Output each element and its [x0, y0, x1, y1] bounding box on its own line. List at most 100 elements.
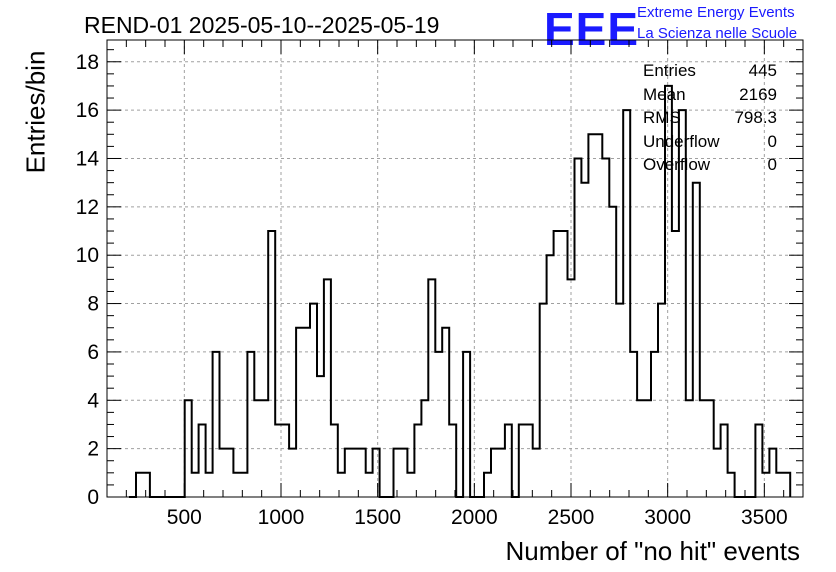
histogram-bin [254, 400, 261, 497]
x-tick-label: 3500 [741, 506, 788, 529]
y-tick-label: 0 [87, 486, 99, 509]
histogram-bin [630, 352, 637, 497]
histogram-bin [686, 400, 693, 497]
stats-label: Overflow [643, 155, 711, 175]
histogram-bin [289, 449, 296, 497]
stats-row: Overflow 0 [643, 153, 777, 177]
histogram-bin [345, 449, 352, 497]
histogram-bin [233, 473, 240, 497]
y-tick-label: 10 [76, 244, 99, 267]
eee-logo-mark: EEE [544, 3, 640, 55]
histogram-bin [762, 473, 769, 497]
histogram-bin [275, 424, 282, 497]
x-tick-label: 2000 [451, 506, 498, 529]
histogram-bin [240, 473, 247, 497]
histogram-bin [435, 352, 442, 497]
histogram-bin [574, 158, 581, 497]
histogram-bin [637, 400, 644, 497]
histogram-bin [693, 183, 700, 497]
histogram-bin [609, 207, 616, 497]
histogram-bin [616, 304, 623, 497]
stats-row: RMS 798.3 [643, 106, 777, 130]
histogram-bin [700, 400, 707, 497]
histogram-bin [602, 158, 609, 497]
histogram-bin [651, 352, 658, 497]
histogram-bin [366, 473, 373, 497]
histogram-bin [331, 424, 338, 497]
histogram-bin [220, 449, 227, 497]
histogram-bin [226, 449, 233, 497]
histogram-bin [143, 473, 150, 497]
histogram-bin [394, 449, 401, 497]
y-tick-label: 2 [87, 438, 99, 461]
histogram-bin [449, 424, 456, 497]
histogram-bin [282, 424, 289, 497]
histogram-bin [192, 473, 199, 497]
stats-value: 2169 [739, 84, 777, 104]
stats-value: 798.3 [734, 108, 777, 128]
histogram-bin [213, 352, 220, 497]
histogram-bin [644, 400, 651, 497]
histogram-bin [442, 328, 449, 497]
histogram-bin [498, 449, 505, 497]
histogram-bin [776, 473, 783, 497]
histogram-bin [540, 304, 547, 497]
histogram-bin [421, 400, 428, 497]
histogram-bin [623, 110, 630, 497]
histogram-series [129, 84, 792, 498]
histogram-bin [714, 449, 721, 497]
x-tick-label: 1000 [258, 506, 305, 529]
histogram-bin [400, 449, 407, 497]
stats-row: Mean 2169 [643, 83, 777, 107]
histogram-bin [526, 424, 533, 497]
histogram-bin [561, 231, 568, 497]
histogram-bin [414, 424, 421, 497]
y-tick-label: 14 [76, 147, 100, 170]
histogram-bin [428, 279, 435, 497]
histogram-bin [769, 449, 776, 497]
chart-title: REND-01 2025-05-10--2025-05-19 [84, 12, 440, 38]
histogram-bin [247, 352, 254, 497]
x-tick-label: 2500 [548, 506, 595, 529]
histogram-bin [463, 352, 470, 497]
histogram-bin [185, 400, 192, 497]
histogram-bin [261, 400, 268, 497]
stats-box: Entries 445 Mean 2169 RMS 798.3 Underflow 0 Over… [643, 59, 777, 177]
logo-line-1: Extreme Energy Events [637, 4, 795, 21]
histogram-bin [505, 424, 512, 497]
histogram-bin [721, 424, 728, 497]
histogram-bin [595, 134, 602, 497]
stats-value: 445 [748, 61, 777, 80]
histogram-bin [310, 304, 317, 497]
histogram-bin [484, 473, 491, 497]
stats-label: Mean [643, 84, 686, 104]
histogram-bin [554, 231, 561, 497]
stats-label: RMS [643, 108, 681, 128]
x-tick-label: 500 [167, 506, 202, 529]
histogram-bin [317, 376, 324, 497]
histogram-bin [568, 279, 575, 497]
y-tick-label: 8 [87, 293, 99, 316]
histogram-bin [303, 328, 310, 497]
histogram-bin [373, 449, 380, 497]
histogram-bin [755, 424, 762, 497]
histogram-bin [581, 183, 588, 497]
y-tick-label: 4 [87, 389, 99, 412]
logo-line-2: La Scienza nelle Scuole [637, 25, 798, 42]
histogram-bin [728, 473, 735, 497]
stats-value: 0 [767, 155, 777, 175]
stats-label: Entries [643, 61, 696, 80]
histogram-bin [658, 304, 665, 497]
histogram-bin [491, 449, 498, 497]
y-tick-label: 6 [87, 341, 99, 364]
histogram-bin [707, 400, 714, 497]
y-tick-label: 12 [76, 196, 99, 219]
histogram-bin [352, 449, 359, 497]
histogram-bin [338, 473, 345, 497]
histogram-bin [672, 231, 679, 497]
histogram-bin [324, 279, 331, 497]
histogram-bin [533, 449, 540, 497]
histogram-bin [268, 231, 275, 497]
